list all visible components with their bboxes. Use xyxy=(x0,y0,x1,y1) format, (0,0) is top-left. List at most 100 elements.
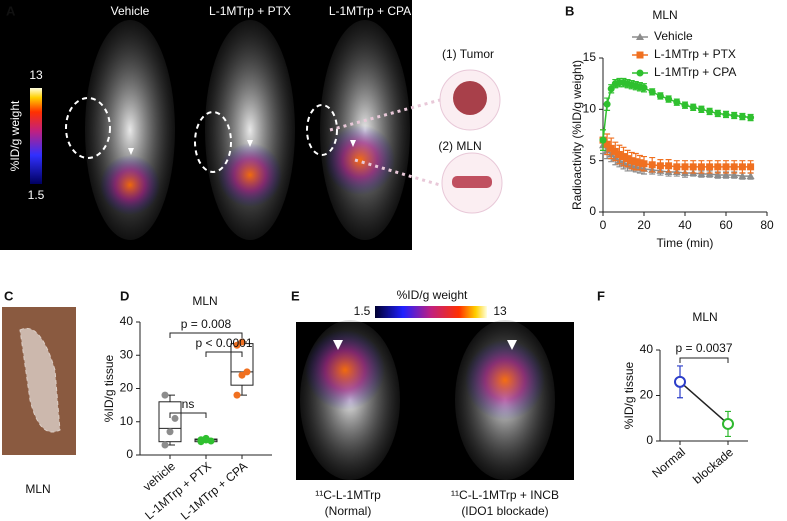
colorbar xyxy=(375,306,487,318)
tracer-signal xyxy=(100,125,395,215)
data-point xyxy=(166,428,174,436)
data-point xyxy=(161,391,169,399)
marker xyxy=(689,163,697,171)
arrowhead xyxy=(507,340,517,350)
y-tick-label: 40 xyxy=(120,314,134,328)
marker xyxy=(636,159,644,167)
marker xyxy=(722,110,730,118)
marker xyxy=(640,84,648,92)
data-point xyxy=(233,341,241,349)
marker xyxy=(620,153,627,161)
arrowhead xyxy=(333,340,343,350)
marker xyxy=(730,163,738,171)
panel-label: D xyxy=(120,288,129,303)
y-tick-label: 20 xyxy=(120,381,134,395)
data-point xyxy=(233,391,241,399)
significance-bracket xyxy=(679,357,729,363)
tumor-icon xyxy=(453,81,487,115)
chart-title: MLN xyxy=(652,8,677,22)
chart-title: MLN xyxy=(192,294,217,308)
marker xyxy=(738,172,747,180)
marker xyxy=(603,140,611,148)
data-point xyxy=(238,338,246,346)
column-header: L-1MTrp + CPA xyxy=(329,4,411,18)
marker xyxy=(713,171,722,179)
x-tick-label: 60 xyxy=(719,218,733,232)
marker xyxy=(624,155,632,163)
marker xyxy=(722,171,730,179)
x-tick-label: 80 xyxy=(760,218,774,232)
arrowheads xyxy=(128,140,356,155)
mln-icon xyxy=(452,176,492,188)
data-point xyxy=(171,414,179,422)
marker xyxy=(673,163,681,171)
x-axis-label: Time (min) xyxy=(657,236,714,250)
x-tick-label: blockade xyxy=(690,445,736,487)
tracer-signal xyxy=(465,340,545,420)
y-tick-label: 10 xyxy=(120,414,134,428)
colorbar-min: 1.5 xyxy=(28,188,45,202)
colorbar-max: 13 xyxy=(493,304,507,318)
data-point xyxy=(238,371,246,379)
marker xyxy=(607,144,615,152)
marker xyxy=(697,163,705,171)
y-tick-label: 0 xyxy=(646,433,653,447)
x-tick-label: 20 xyxy=(637,218,651,232)
colorbar-title: %ID/g weight xyxy=(8,100,22,171)
panel-e: E %ID/g weight 1.5 13 ¹¹C-L-1MTrp (Norma… xyxy=(291,288,574,518)
marker xyxy=(640,160,648,168)
y-tick-label: 0 xyxy=(589,204,596,218)
marker xyxy=(632,158,640,166)
callout-lines xyxy=(329,98,441,187)
panel-c: C MLN xyxy=(2,288,76,496)
marker xyxy=(615,151,623,159)
legend-label: L-1MTrp + CPA xyxy=(654,65,736,79)
colorbar-title: %ID/g weight xyxy=(397,288,468,302)
marker xyxy=(648,161,656,169)
column-header: Vehicle xyxy=(111,4,150,18)
caption: (Normal) xyxy=(325,504,372,518)
marker xyxy=(636,33,644,40)
panel-label: B xyxy=(565,3,574,18)
marker xyxy=(747,163,755,171)
colorbar-min: 1.5 xyxy=(354,304,371,318)
marker xyxy=(636,69,644,77)
data-point xyxy=(202,434,210,442)
marker xyxy=(706,107,714,115)
caption: MLN xyxy=(25,482,50,496)
marker xyxy=(636,51,644,59)
x-tick-label: 40 xyxy=(678,218,692,232)
caption: ¹¹C-L-1MTrp + INCB xyxy=(451,488,559,502)
panel-label: A xyxy=(6,3,16,18)
marker xyxy=(603,100,611,108)
x-tick-label: Normal xyxy=(649,445,688,481)
marker xyxy=(681,101,689,109)
significance-bracket xyxy=(169,412,207,418)
y-tick-label: 5 xyxy=(589,153,596,167)
annotation: p = 0.008 xyxy=(181,317,232,331)
y-tick-label: 40 xyxy=(640,342,654,356)
y-tick-label: 30 xyxy=(120,347,134,361)
marker xyxy=(730,171,739,179)
x-tick-label: 0 xyxy=(600,218,607,232)
marker xyxy=(674,375,686,388)
tumor-outlines xyxy=(65,97,338,173)
marker xyxy=(722,417,734,430)
marker xyxy=(746,172,755,180)
y-tick-label: 20 xyxy=(640,388,654,402)
caption: ¹¹C-L-1MTrp xyxy=(315,488,381,502)
y-tick-label: 10 xyxy=(583,102,597,116)
series-line xyxy=(679,381,729,425)
y-tick-label: 15 xyxy=(583,50,597,64)
marker xyxy=(738,113,746,121)
y-axis-label: Radioactivity (%ID/g weight) xyxy=(570,60,584,210)
marker xyxy=(673,98,681,106)
panel-a: 13 1.5 %ID/g weight Vehicle L-1MTrp + PT… xyxy=(0,0,503,250)
colorbar xyxy=(30,88,42,184)
marker xyxy=(722,163,730,171)
marker xyxy=(665,95,673,103)
caption: (IDO1 blockade) xyxy=(461,504,548,518)
marker xyxy=(706,163,714,171)
marker xyxy=(665,162,673,170)
